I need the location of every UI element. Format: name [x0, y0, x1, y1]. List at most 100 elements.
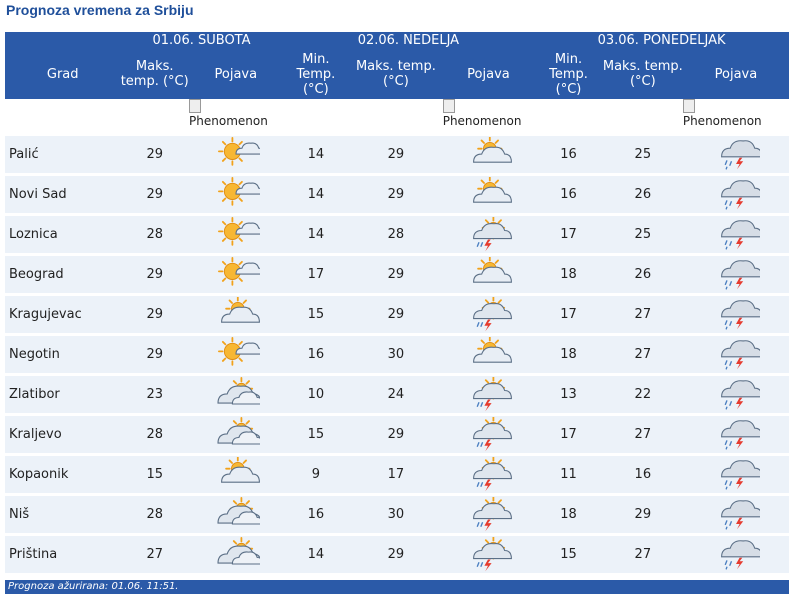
col-header-grad: Grad [5, 49, 121, 99]
max-temp: 25 [602, 213, 683, 255]
table-row: Negotin 29 16 30 18 27 [5, 333, 789, 375]
max-temp: 27 [120, 533, 190, 573]
partly-cloudy-sun-icon [464, 175, 513, 213]
footer-value: 01.06. 11:51. [111, 581, 179, 592]
table-row: Beograd 29 17 29 18 26 [5, 253, 789, 295]
sun-thunderstorm-icon [464, 495, 513, 533]
weather-cell [189, 133, 283, 175]
thunderstorm-rain-icon [712, 417, 763, 453]
thunderstorm-rain-icon [712, 457, 763, 493]
weather-cell [442, 493, 535, 535]
city-name: Zlatibor [5, 373, 121, 415]
sun-thunderstorm-icon [464, 375, 513, 413]
sunny-partly-cloudy-icon [212, 256, 265, 293]
day-header-3: 03.06. PONEDELJAK [534, 32, 789, 49]
weather-cell [442, 533, 535, 573]
min-temp: 17 [534, 213, 603, 255]
max-temp: 27 [602, 293, 683, 335]
table-row: Zlatibor 23 10 24 13 22 [5, 373, 789, 415]
max-temp: 25 [602, 133, 683, 175]
max-temp: 22 [602, 373, 683, 415]
weather-cell [682, 453, 789, 495]
thunderstorm-rain-icon [712, 377, 763, 413]
sun-thunderstorm-icon [464, 215, 513, 253]
weather-cell [682, 253, 789, 295]
city-name: Novi Sad [5, 173, 121, 215]
weather-cell [442, 333, 535, 375]
max-temp: 27 [602, 533, 683, 573]
cloudy-sun-icon [212, 416, 263, 453]
min-temp: 15 [534, 533, 603, 573]
broken-image-placeholder: Phenomenon [682, 99, 789, 128]
weather-cell [442, 453, 535, 495]
weather-cell [442, 173, 535, 215]
weather-cell [682, 133, 789, 175]
city-name: Loznica [5, 213, 121, 255]
max-temp: 29 [120, 133, 190, 175]
max-temp: 28 [120, 493, 190, 535]
min-temp: 16 [534, 173, 603, 215]
col-header-max-temp: Maks. temp. (°C) [120, 49, 190, 99]
cloudy-sun-icon [212, 496, 263, 533]
min-temp: 14 [282, 213, 350, 255]
page-title: Prognoza vremena za Srbiju [6, 2, 194, 18]
sun-thunderstorm-icon [464, 535, 513, 573]
weather-cell [442, 413, 535, 455]
header-spacer [5, 32, 121, 49]
min-temp: 18 [534, 493, 603, 535]
max-temp: 27 [602, 333, 683, 375]
table-row: Palić 29 14 29 16 25 [5, 133, 789, 175]
weather-cell [189, 533, 283, 573]
max-temp: 29 [349, 293, 443, 335]
min-temp: 9 [282, 453, 350, 495]
min-temp: 16 [282, 333, 350, 375]
max-temp: 15 [120, 453, 190, 495]
min-temp: 16 [282, 493, 350, 535]
min-temp: 16 [534, 133, 603, 175]
min-temp: 14 [282, 173, 350, 215]
sunny-partly-cloudy-icon [212, 216, 265, 253]
thunderstorm-rain-icon [712, 257, 763, 293]
max-temp: 28 [120, 213, 190, 255]
weather-cell [442, 253, 535, 295]
partly-cloudy-sun-icon [212, 295, 260, 333]
col-header-pojava: Pojava [189, 49, 283, 99]
thunderstorm-rain-icon [712, 137, 763, 173]
weather-cell [189, 173, 283, 215]
weather-cell [682, 293, 789, 335]
thunderstorm-rain-icon [712, 497, 763, 533]
min-temp: 11 [534, 453, 603, 495]
thunderstorm-rain-icon [712, 177, 763, 213]
weather-cell [189, 253, 283, 295]
min-temp: 17 [282, 253, 350, 295]
max-temp: 23 [120, 373, 190, 415]
weather-cell [442, 373, 535, 415]
weather-cell [189, 373, 283, 415]
city-name: Priština [5, 533, 121, 573]
phenomenon-row: Phenomenon Phenomenon Phenomenon [5, 99, 789, 135]
min-temp: 14 [282, 133, 350, 175]
partly-cloudy-sun-icon [464, 335, 513, 373]
max-temp: 16 [602, 453, 683, 495]
weather-cell [442, 213, 535, 255]
weather-cell [682, 373, 789, 415]
weather-cell [189, 413, 283, 455]
weather-cell [682, 173, 789, 215]
broken-image-placeholder: Phenomenon [189, 99, 283, 128]
col-header-min-temp: Min. Temp. (°C) [534, 49, 603, 99]
table-row: Kopaonik 15 9 17 11 16 [5, 453, 789, 495]
weather-cell [189, 453, 283, 495]
weather-cell [442, 133, 535, 175]
min-temp: 13 [534, 373, 603, 415]
col-header-max-temp: Maks. temp. (°C) [602, 49, 683, 99]
col-header-max-temp: Maks. temp. (°C) [349, 49, 443, 99]
min-temp: 15 [282, 413, 350, 455]
table-row: Priština 27 14 29 15 27 [5, 533, 789, 573]
col-header-pojava: Pojava [442, 49, 535, 99]
max-temp: 29 [349, 253, 443, 295]
min-temp: 17 [534, 413, 603, 455]
sunny-partly-cloudy-icon [212, 176, 265, 213]
max-temp: 29 [602, 493, 683, 535]
table-row: Kragujevac 29 15 29 17 27 [5, 293, 789, 335]
max-temp: 30 [349, 493, 443, 535]
